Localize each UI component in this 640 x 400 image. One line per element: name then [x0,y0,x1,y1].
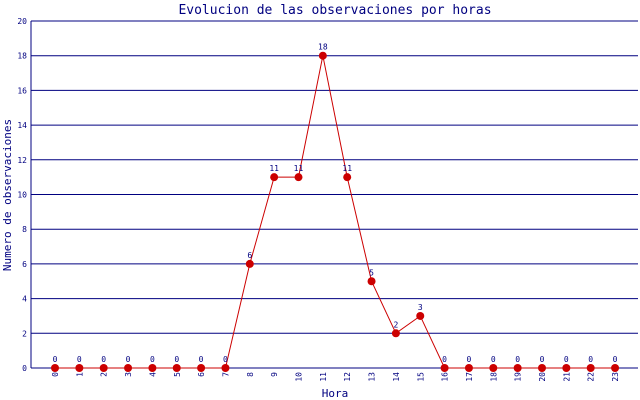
x-tick-label: 22 [587,372,596,382]
y-tick-label: 6 [22,260,27,269]
data-label: 0 [101,355,106,364]
x-tick-label: 0 [51,372,60,377]
data-label: 0 [126,355,131,364]
x-tick-label: 7 [221,372,230,377]
data-label: 0 [491,355,496,364]
data-point [294,173,303,182]
data-point [416,311,425,320]
data-label: 0 [540,355,545,364]
data-label: 0 [588,355,593,364]
x-tick-label: 14 [392,372,401,382]
chart-title: Evolucion de las observaciones por horas [178,3,491,18]
data-label: 0 [53,355,58,364]
x-tick-label: 17 [465,372,474,382]
y-tick-label: 4 [22,295,27,304]
data-point [270,173,279,182]
data-label: 11 [294,164,304,173]
data-point [245,259,254,268]
x-tick-label: 21 [562,372,571,382]
data-label: 18 [318,43,328,52]
data-point [489,364,498,372]
series-line [55,55,616,369]
y-tick-label: 14 [17,121,27,130]
x-tick-label: 19 [514,372,523,382]
x-tick-label: 4 [148,372,157,377]
data-label: 5 [369,268,374,277]
y-axis-ticks: 0 2 4 6 8 10 12 14 16 18 20 [17,17,27,373]
data-point [124,364,133,372]
data-label: 0 [467,355,472,364]
data-label: 0 [223,355,228,364]
y-tick-label: 16 [17,86,27,95]
x-tick-label: 10 [295,372,304,382]
x-tick-label: 13 [368,372,377,382]
data-point [343,173,352,182]
x-tick-label: 8 [246,372,255,377]
data-label: 0 [199,355,204,364]
x-tick-label: 23 [611,372,620,382]
data-label: 0 [174,355,179,364]
data-label: 2 [393,320,398,329]
y-tick-label: 12 [17,156,27,165]
y-tick-label: 2 [22,329,27,338]
x-tick-label: 5 [173,372,182,377]
data-point [562,364,571,372]
data-point [464,364,473,372]
y-tick-label: 8 [22,225,27,234]
y-tick-label: 0 [22,364,27,373]
y-tick-label: 20 [17,17,27,26]
data-label: 6 [247,251,252,260]
x-tick-label: 16 [441,372,450,382]
data-label: 0 [613,355,618,364]
x-tick-label: 15 [416,372,425,382]
data-label: 0 [442,355,447,364]
data-label: 0 [564,355,569,364]
x-tick-label: 1 [75,372,84,377]
data-point [367,277,376,286]
x-tick-label: 18 [489,372,498,382]
series-group [51,51,620,372]
data-point [75,364,84,372]
x-tick-label: 6 [197,372,206,377]
x-tick-label: 11 [319,372,328,382]
data-point [172,364,181,372]
x-tick-label: 3 [124,372,133,377]
data-label: 11 [269,164,279,173]
x-tick-label: 9 [270,372,279,377]
data-point [318,51,327,60]
data-point [391,329,400,338]
data-label: 0 [77,355,82,364]
data-point [586,364,595,372]
data-point [197,364,206,372]
data-point [538,364,546,372]
data-label: 0 [150,355,155,364]
data-labels: 0 0 0 0 0 0 0 0 6 11 11 18 11 5 2 3 0 0 0 0 0 0 0 0 [53,43,618,364]
data-point [513,364,522,372]
x-tick-label: 12 [343,372,352,382]
x-tick-label: 2 [100,372,109,377]
x-axis-title: Hora [322,387,349,400]
data-point [99,364,108,372]
y-axis-title: Numero de observaciones [1,119,14,271]
y-tick-label: 10 [17,191,27,200]
data-point [440,364,449,372]
data-point [51,364,59,372]
x-tick-label: 20 [538,372,547,382]
data-label: 3 [418,303,423,312]
data-label: 0 [515,355,520,364]
data-point [221,364,230,372]
data-label: 11 [342,164,352,173]
grid-lines [30,20,638,369]
data-point [148,364,157,372]
data-point [611,364,620,372]
x-axis-ticks: 0 1 2 3 4 5 6 7 8 9 10 11 12 13 14 15 16 17 18 19 20 21 22 23 [51,372,620,382]
y-tick-label: 18 [17,52,27,61]
